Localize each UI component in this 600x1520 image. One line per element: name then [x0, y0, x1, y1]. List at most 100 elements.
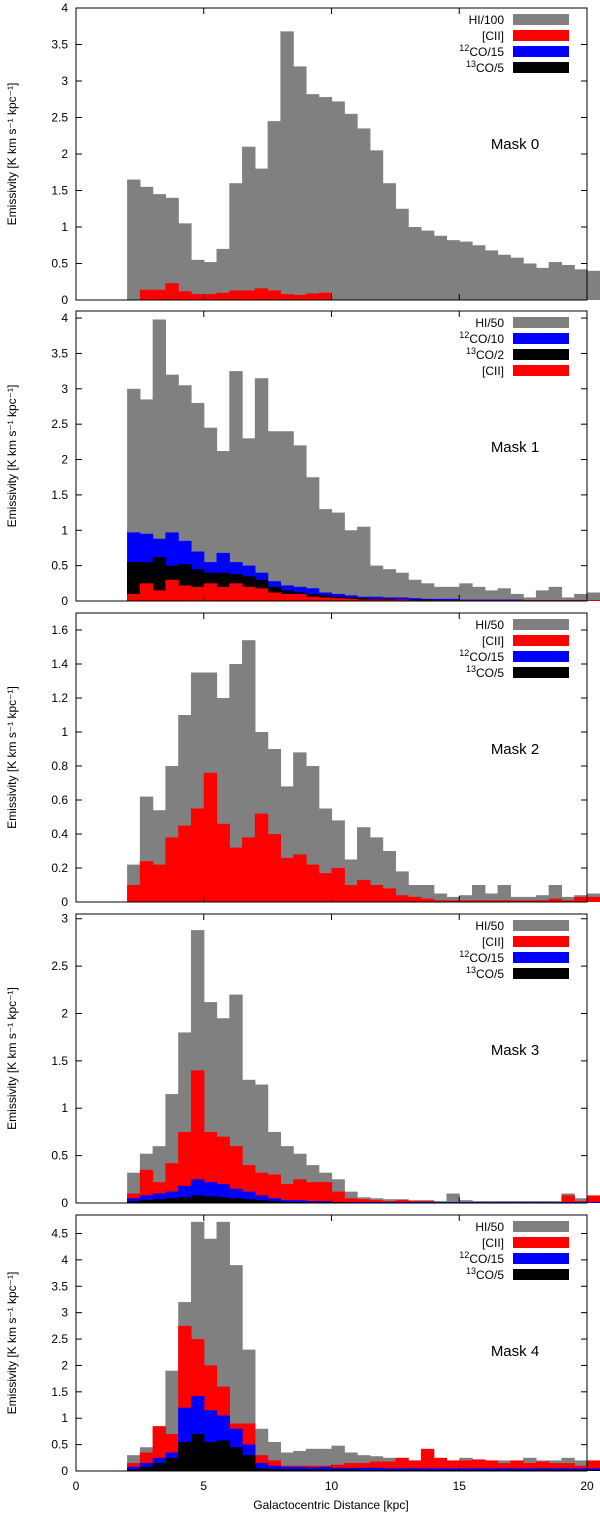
y-tick-label: 4 — [61, 1, 68, 15]
legend-swatch-cii — [513, 1237, 569, 1248]
bar-cii-11 — [267, 834, 281, 902]
y-tick-label: 1 — [61, 1411, 68, 1425]
bar-cii-31 — [523, 900, 537, 902]
bar-cii-29 — [497, 900, 511, 902]
bar-co13-33 — [548, 1469, 563, 1471]
bar-hi-11 — [267, 121, 281, 301]
bar-co12-21 — [395, 597, 409, 601]
bar-hi-11 — [267, 431, 281, 601]
bar-cii-5 — [190, 586, 205, 601]
bar-hi-26 — [459, 241, 473, 300]
bar-co13-6 — [203, 1196, 218, 1203]
bar-hi-4 — [178, 223, 192, 300]
bar-hi-29 — [497, 885, 511, 902]
bar-cii-34 — [561, 1463, 575, 1471]
bar-cii-15 — [318, 1182, 333, 1203]
bar-hi-34 — [561, 896, 575, 902]
bar-co12-15 — [318, 1466, 333, 1471]
bar-co13-6 — [203, 1441, 218, 1471]
bar-co12-30 — [510, 1468, 524, 1471]
bar-co12-35 — [574, 1468, 588, 1471]
bar-co13-23 — [420, 1469, 435, 1471]
bar-co12-24 — [433, 1468, 448, 1471]
bar-cii-15 — [318, 873, 333, 902]
bar-hi-21 — [395, 871, 409, 902]
legend-swatch-co12 — [513, 46, 569, 57]
bar-hi-20 — [382, 569, 396, 601]
y-axis-title: Emissivity [K km s⁻¹ kpc⁻¹] — [5, 83, 19, 226]
bar-cii-0 — [127, 885, 141, 902]
bar-hi-3 — [165, 197, 179, 300]
bar-cii-18 — [357, 879, 371, 902]
bar-cii-21 — [395, 895, 409, 902]
y-tick-label: 1 — [61, 1101, 68, 1115]
bar-co12-12 — [280, 1200, 294, 1203]
bar-co12-10 — [254, 1463, 269, 1471]
bar-co13-2 — [152, 1199, 167, 1203]
bar-co13-8 — [229, 1447, 243, 1471]
y-tick-label: 0 — [61, 895, 68, 909]
legend-label-co13: 13CO/2 — [466, 346, 504, 362]
bar-hi-30 — [510, 593, 524, 601]
bar-co12-9 — [242, 1191, 256, 1203]
legend-swatch-cii — [513, 635, 569, 646]
bar-co12-2 — [152, 1193, 167, 1203]
y-tick-label: 2 — [61, 147, 68, 161]
legend-label-co12: 12CO/15 — [459, 949, 504, 965]
bar-cii-11 — [267, 1174, 281, 1203]
bar-co12-31 — [523, 1468, 537, 1471]
y-tick-label: 2.5 — [51, 417, 68, 431]
bar-co13-27 — [472, 1469, 486, 1471]
bar-co13-0 — [127, 1201, 141, 1203]
bar-hi-15 — [318, 97, 333, 300]
bar-hi-30 — [510, 257, 524, 300]
bar-co13-29 — [497, 1469, 511, 1471]
bar-co12-16 — [331, 1467, 345, 1471]
bar-hi-16 — [331, 1445, 345, 1471]
bar-hi-36 — [587, 270, 600, 300]
bar-co12-34 — [561, 1468, 575, 1471]
panels-group: 0 0.5 1 1.5 2 2.5 3 3.5 4 Emissivity [K km s⁻¹ kp… — [5, 1, 600, 1493]
bar-hi-29 — [497, 254, 511, 300]
bar-cii-16 — [331, 598, 345, 601]
bar-co12-36 — [587, 1202, 600, 1203]
legend-label-co12: 12CO/15 — [459, 648, 504, 664]
bar-hi-13 — [293, 66, 307, 301]
bar-co12-19 — [369, 1467, 384, 1471]
legend-swatch-co13 — [513, 62, 569, 73]
bar-hi-0 — [127, 179, 141, 300]
bar-cii-18 — [357, 1463, 371, 1471]
bar-cii-8 — [229, 583, 243, 601]
bar-hi-31 — [523, 263, 537, 300]
y-tick-label: 0 — [61, 1464, 68, 1478]
bar-cii-17 — [344, 598, 358, 601]
bar-cii-9 — [242, 586, 256, 601]
bar-hi-18 — [357, 128, 371, 300]
bar-hi-21 — [395, 208, 409, 300]
x-axis-title: Galactocentric Distance [kpc] — [253, 1498, 408, 1512]
bar-co13-2 — [152, 1463, 167, 1471]
bar-co13-10 — [254, 1468, 269, 1471]
bar-cii-7 — [216, 292, 230, 300]
bar-cii-9 — [242, 290, 256, 300]
bar-cii-23 — [420, 898, 435, 902]
bar-co12-14 — [305, 1467, 320, 1471]
bar-hi-15 — [318, 509, 333, 601]
bar-cii-34 — [561, 900, 575, 902]
y-tick-label: 1 — [61, 725, 68, 739]
bar-co13-32 — [535, 1469, 550, 1471]
y-tick-label: 1.5 — [51, 184, 68, 198]
bar-cii-29 — [497, 1463, 511, 1471]
bar-co13-4 — [178, 1197, 192, 1203]
bar-hi-14 — [305, 94, 320, 300]
bar-cii-13 — [293, 854, 307, 902]
bar-hi-25 — [446, 1193, 460, 1203]
bar-hi-19 — [369, 565, 384, 601]
y-tick-label: 1.2 — [51, 691, 68, 705]
bar-co13-7 — [216, 1440, 230, 1471]
legend-swatch-hi — [513, 920, 569, 931]
bar-hi-27 — [472, 586, 486, 601]
bar-cii-20 — [382, 888, 396, 902]
bar-cii-36 — [587, 1460, 600, 1471]
